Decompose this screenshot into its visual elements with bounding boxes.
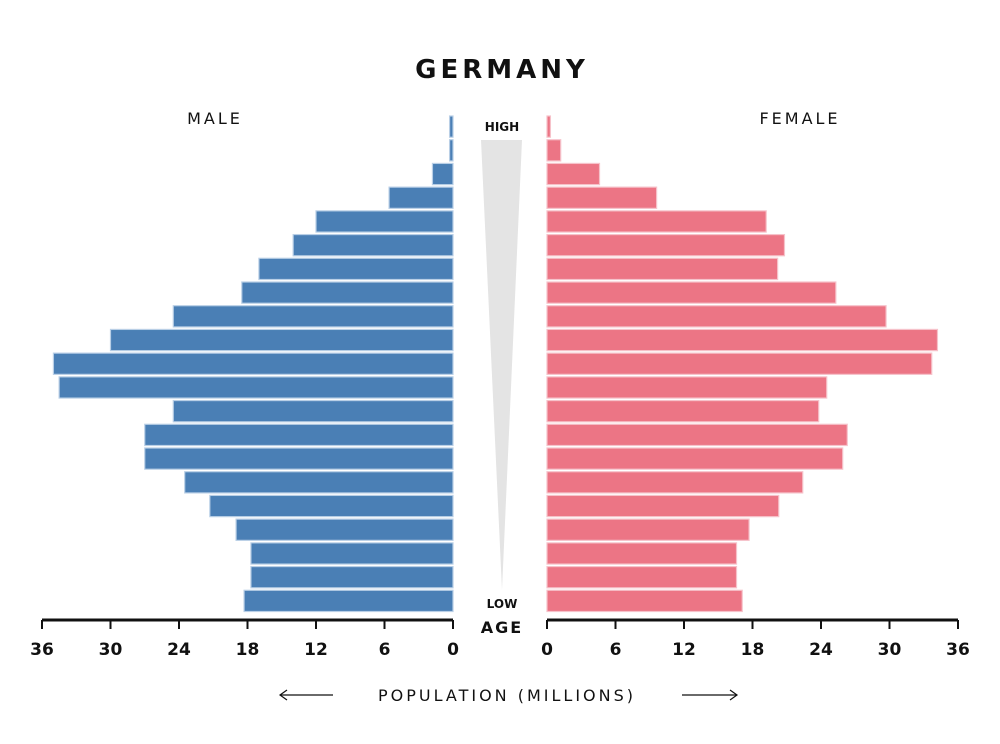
male-bar-12 [58,376,454,399]
female-bar-15 [546,447,844,470]
male-bar-7 [258,257,454,281]
female-bar-6 [546,233,786,257]
male-bar-5 [315,210,454,233]
male-bar-19 [250,542,454,565]
female-label: FEMALE [759,109,840,128]
age-wedge [481,140,522,590]
male-bar-2 [448,139,454,162]
male-bar-9 [172,305,454,328]
age-high-label: HIGH [485,120,519,134]
female-tick-label-6: 6 [610,640,622,660]
female-bar-11 [546,352,933,375]
male-bar-21 [243,589,454,613]
male-tick-label-30: 30 [99,640,123,660]
female-x-axis: 0 6 12 18 24 30 36 [541,618,970,660]
female-bar-12 [546,376,828,399]
male-bar-15 [144,447,454,470]
male-tick-label-12: 12 [304,640,328,660]
female-tick-label-24: 24 [809,640,833,660]
male-tick-label-0: 0 [447,640,459,660]
female-bar-13 [546,399,820,423]
axis-arrow-right-head [729,689,739,701]
male-bar-8 [241,281,454,304]
male-label: MALE [187,109,243,128]
female-bar-9 [546,305,887,328]
age-low-label: LOW [487,597,518,611]
axis-arrow-left-head [278,689,288,701]
chart-title: GERMANY [415,55,589,85]
axis-title-group: POPULATION (MILLIONS) [278,686,739,705]
female-bar-3 [546,162,601,186]
male-tick-label-24: 24 [167,640,191,660]
female-bar-14 [546,423,848,447]
female-bar-19 [546,542,738,565]
female-bar-8 [546,281,837,304]
male-bar-1 [448,115,454,138]
male-bar-18 [235,518,454,541]
male-bar-14 [144,423,454,447]
female-bar-21 [546,589,743,613]
male-tick-label-36: 36 [30,640,54,660]
x-axis-title: POPULATION (MILLIONS) [378,686,636,705]
male-bar-20 [250,565,454,589]
male-bar-10 [109,328,454,352]
female-bar-1 [546,115,552,138]
female-tick-label-30: 30 [878,640,902,660]
female-tick-label-18: 18 [741,640,765,660]
female-bar-16 [546,471,804,494]
female-bar-20 [546,565,738,589]
female-tick-label-0: 0 [541,640,553,660]
female-tick-label-36: 36 [946,640,970,660]
female-bar-7 [546,257,779,281]
male-tick-label-18: 18 [236,640,260,660]
female-bar-18 [546,518,750,541]
male-bar-13 [172,399,454,423]
male-bar-11 [52,352,454,375]
female-bar-10 [546,328,939,352]
male-bar-6 [292,233,454,257]
female-bar-2 [546,139,562,162]
female-tick-label-12: 12 [672,640,696,660]
male-tick-label-6: 6 [379,640,391,660]
age-axis-label: AGE [481,618,523,637]
male-bar-3 [431,162,454,186]
male-bars [52,115,454,613]
female-bar-4 [546,186,658,209]
female-bar-17 [546,494,780,518]
female-bars [546,115,939,613]
male-bar-17 [209,494,454,518]
male-x-axis: 0 6 12 18 24 30 36 [30,618,459,660]
male-bar-16 [184,471,454,494]
male-bar-4 [388,186,454,209]
female-bar-5 [546,210,767,233]
